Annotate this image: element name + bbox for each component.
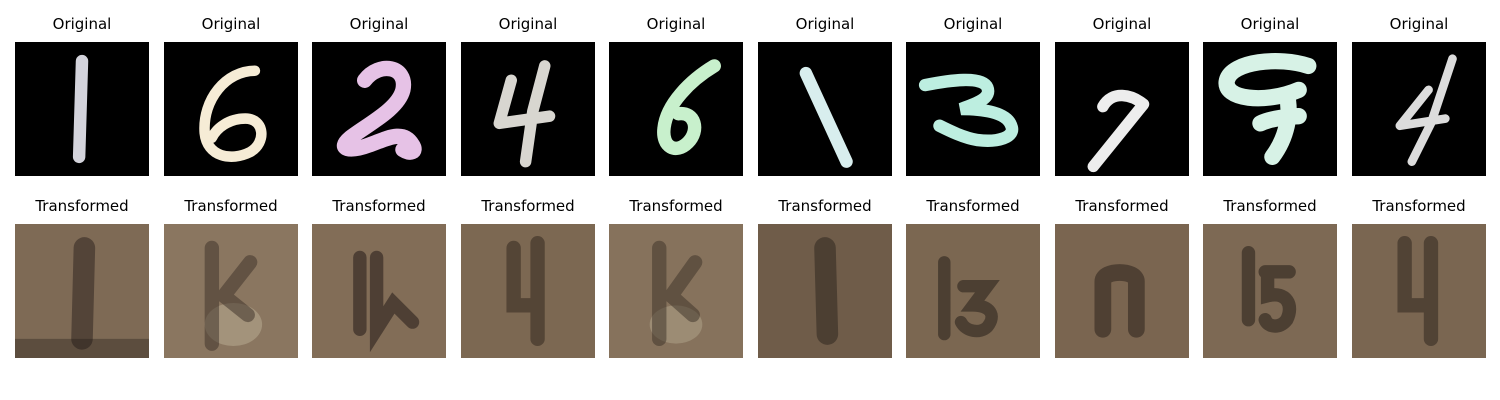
transformed-image xyxy=(164,224,298,358)
transformed-image xyxy=(15,224,149,358)
transformed-image xyxy=(758,224,892,358)
original-digit-image xyxy=(1203,42,1337,176)
original-digit-image xyxy=(15,42,149,176)
transformed-image xyxy=(1352,224,1486,358)
panel-title: Transformed xyxy=(35,197,129,215)
panel-title: Transformed xyxy=(481,197,575,215)
panel-title: Original xyxy=(498,15,558,33)
panel-title: Transformed xyxy=(1075,197,1169,215)
transformed-image xyxy=(609,224,743,358)
original-digit-image xyxy=(758,42,892,176)
panel-title: Transformed xyxy=(926,197,1020,215)
panel-title: Transformed xyxy=(629,197,723,215)
panel-title: Original xyxy=(52,15,112,33)
panel-title: Original xyxy=(795,15,855,33)
transformed-image xyxy=(461,224,595,358)
panel-title: Transformed xyxy=(332,197,426,215)
original-digit-image xyxy=(312,42,446,176)
original-digit-image xyxy=(164,42,298,176)
original-digit-image xyxy=(906,42,1040,176)
transformed-image xyxy=(1055,224,1189,358)
original-digit-image xyxy=(1352,42,1486,176)
panel-title: Original xyxy=(1092,15,1152,33)
original-digit-image xyxy=(609,42,743,176)
panel-title: Transformed xyxy=(1223,197,1317,215)
panel-title: Original xyxy=(943,15,1003,33)
panel-title: Transformed xyxy=(1372,197,1466,215)
transformed-image xyxy=(312,224,446,358)
panel-title: Transformed xyxy=(778,197,872,215)
panel-title: Original xyxy=(1389,15,1449,33)
panel-title: Original xyxy=(349,15,409,33)
original-digit-image xyxy=(1055,42,1189,176)
panel-title: Original xyxy=(201,15,261,33)
transformed-image xyxy=(1203,224,1337,358)
panel-title: Original xyxy=(646,15,706,33)
panel-title: Original xyxy=(1240,15,1300,33)
panel-title: Transformed xyxy=(184,197,278,215)
transformed-image xyxy=(906,224,1040,358)
original-digit-image xyxy=(461,42,595,176)
